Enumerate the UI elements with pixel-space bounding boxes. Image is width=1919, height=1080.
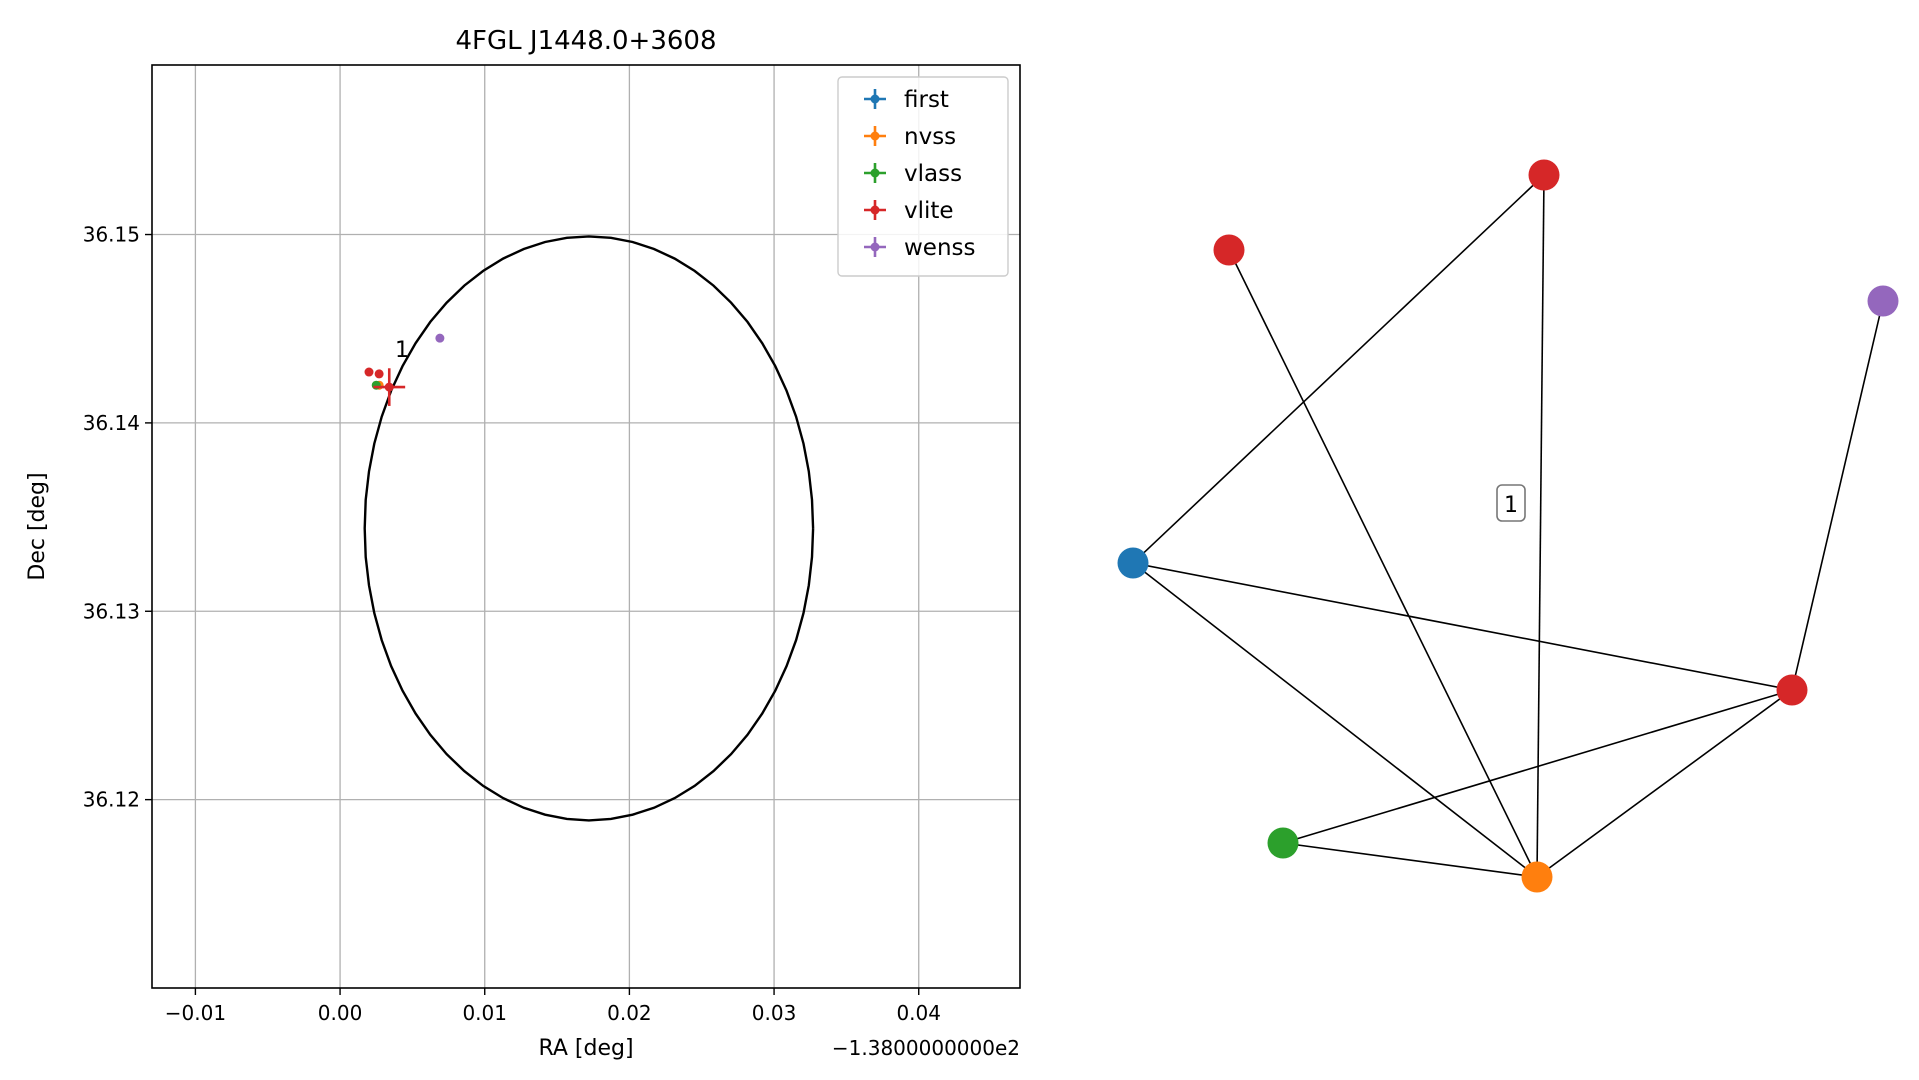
data-point-wenss	[435, 333, 445, 343]
network-node-vlite_a	[1213, 234, 1245, 266]
legend-marker-vlass	[870, 168, 880, 178]
network-edge	[1132, 562, 1793, 691]
y-tick-label: 36.15	[83, 223, 140, 247]
cluster-label-box	[1496, 484, 1526, 522]
x-tick-label: 0.00	[318, 1001, 363, 1025]
legend-label-wenss: wenss	[904, 235, 976, 261]
legend-box	[837, 76, 1009, 277]
y-tick-label: 36.14	[83, 411, 140, 435]
data-point-vlite	[364, 367, 374, 377]
annotations: 1	[395, 338, 409, 363]
x-tick-label: 0.01	[462, 1001, 507, 1025]
legend: first nvss vlass vlite wenss	[837, 76, 1009, 277]
network-node-nvss	[1521, 861, 1553, 893]
network-node-vlite_b	[1528, 159, 1560, 191]
cluster-label: 1	[1504, 493, 1518, 518]
network-graph: 1	[1117, 159, 1899, 893]
network-edge	[1536, 689, 1793, 878]
network-edge	[1282, 842, 1538, 878]
point-annotation: 1	[395, 338, 409, 363]
network-edge	[1282, 689, 1793, 844]
legend-label-nvss: nvss	[904, 124, 956, 150]
network-edge	[1791, 300, 1884, 691]
network-node-vlite_c	[1776, 674, 1808, 706]
data-point-vlite	[374, 369, 384, 379]
y-axis-label: Dec [deg]	[25, 472, 50, 580]
network-node-vlass	[1267, 827, 1299, 859]
y-tick-label: 36.13	[83, 599, 140, 623]
y-tick-label: 36.12	[83, 788, 140, 812]
localization-circle	[363, 235, 815, 822]
legend-marker-wenss	[870, 242, 880, 252]
sky-plot: −0.01 0.00 0.01 0.02 0.03 0.04 36.12 36.13 36.14…	[25, 26, 1021, 1061]
network-node-first	[1117, 547, 1149, 579]
localization-circle-layer	[363, 235, 815, 822]
legend-marker-first	[870, 94, 880, 104]
legend-label-vlite: vlite	[904, 198, 954, 224]
network-edge	[1132, 174, 1545, 564]
x-tick-label: −0.01	[165, 1001, 226, 1025]
network-edge	[1536, 174, 1545, 878]
source-points	[364, 333, 445, 406]
legend-label-vlass: vlass	[904, 161, 962, 187]
x-tick-label: 0.04	[896, 1001, 941, 1025]
network-node-wenss	[1867, 285, 1899, 317]
network-edges	[1132, 174, 1884, 878]
legend-label-first: first	[904, 87, 949, 113]
x-tick-label: 0.02	[607, 1001, 652, 1025]
plot-frame	[151, 64, 1021, 989]
network-edge	[1132, 562, 1538, 878]
x-axis-label: RA [deg]	[538, 1036, 633, 1061]
x-axis-offset-text: −1.3800000000e2	[832, 1036, 1020, 1060]
chart-title: 4FGL J1448.0+3608	[456, 26, 717, 56]
network-nodes	[1117, 159, 1899, 893]
ticks: −0.01 0.00 0.01 0.02 0.03 0.04 36.12 36.13 36.14…	[83, 223, 941, 1025]
legend-marker-vlite	[870, 205, 880, 215]
data-point-vlite	[384, 382, 394, 392]
cluster-label-layer: 1	[1496, 484, 1526, 522]
x-tick-label: 0.03	[752, 1001, 797, 1025]
network-edge	[1228, 249, 1538, 878]
legend-marker-nvss	[870, 131, 880, 141]
